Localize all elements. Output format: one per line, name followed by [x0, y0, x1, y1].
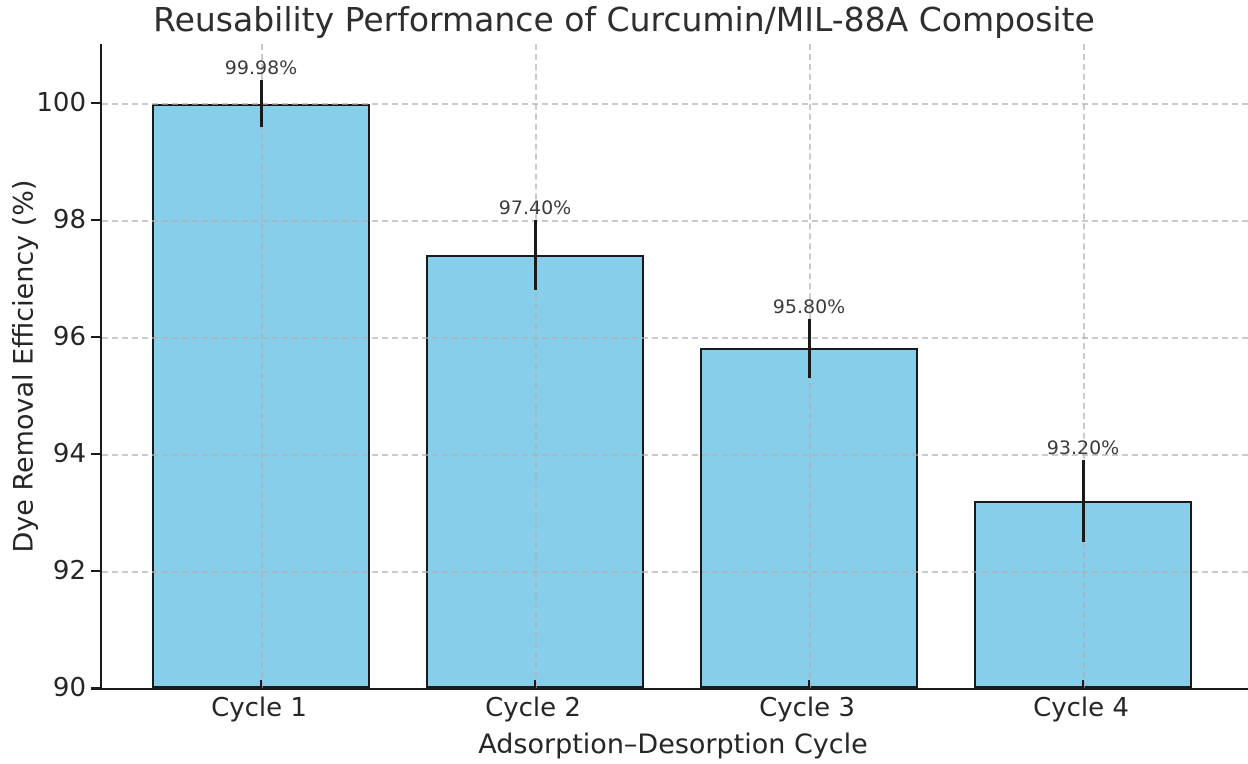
x-axis-label: Adsorption–Desorption Cycle [478, 729, 868, 760]
y-tick-label-90: 90 [52, 673, 86, 703]
y-tick-mark-98 [91, 218, 100, 222]
y-axis-label: Dye Removal Efficiency (%) [8, 179, 40, 553]
y-tick-mark-94 [91, 452, 100, 456]
bar-value-label-1: 99.98% [224, 57, 298, 80]
gridline-horizontal-98 [102, 219, 1248, 222]
y-tick-mark-92 [91, 569, 100, 573]
y-tick-label-98: 98 [52, 204, 86, 235]
error-bar-cycle-4 [1081, 459, 1085, 542]
y-tick-label-92: 92 [52, 555, 86, 586]
y-tick-label-96: 96 [52, 321, 86, 352]
gridline-vertical-2 [535, 44, 537, 688]
gridline-horizontal-100 [102, 102, 1248, 105]
y-tick-mark-100 [91, 101, 100, 105]
error-bar-cycle-1 [259, 80, 263, 128]
bar-value-label-4: 93.20% [1046, 436, 1120, 459]
chart-title: Reusability Performance of Curcumin/MIL-… [153, 0, 1095, 39]
gridline-vertical-1 [261, 44, 263, 688]
bar-value-label-2: 97.40% [498, 196, 572, 219]
x-tick-label-3: Cycle 3 [759, 693, 855, 723]
x-tick-label-4: Cycle 4 [1033, 693, 1129, 723]
y-tick-label-100: 100 [36, 87, 86, 118]
x-tick-mark-4 [1081, 680, 1085, 688]
gridline-horizontal-94 [102, 453, 1248, 456]
y-tick-mark-96 [91, 335, 100, 339]
y-tick-mark-90 [91, 687, 100, 690]
error-bar-cycle-2 [533, 219, 537, 290]
x-tick-label-2: Cycle 2 [485, 693, 581, 723]
gridline-horizontal-96 [102, 336, 1248, 339]
gridline-vertical-4 [1083, 44, 1085, 688]
x-tick-mark-3 [807, 680, 811, 688]
plot-area: 99.98% 97.40% 95.80% 93.20% [100, 44, 1248, 690]
gridline-horizontal-92 [102, 570, 1248, 573]
error-bar-cycle-3 [807, 319, 811, 378]
x-tick-mark-2 [533, 680, 537, 688]
x-tick-mark-1 [259, 680, 263, 688]
bar-value-label-3: 95.80% [772, 296, 846, 319]
y-tick-label-94: 94 [52, 438, 86, 469]
x-tick-label-1: Cycle 1 [211, 693, 307, 723]
